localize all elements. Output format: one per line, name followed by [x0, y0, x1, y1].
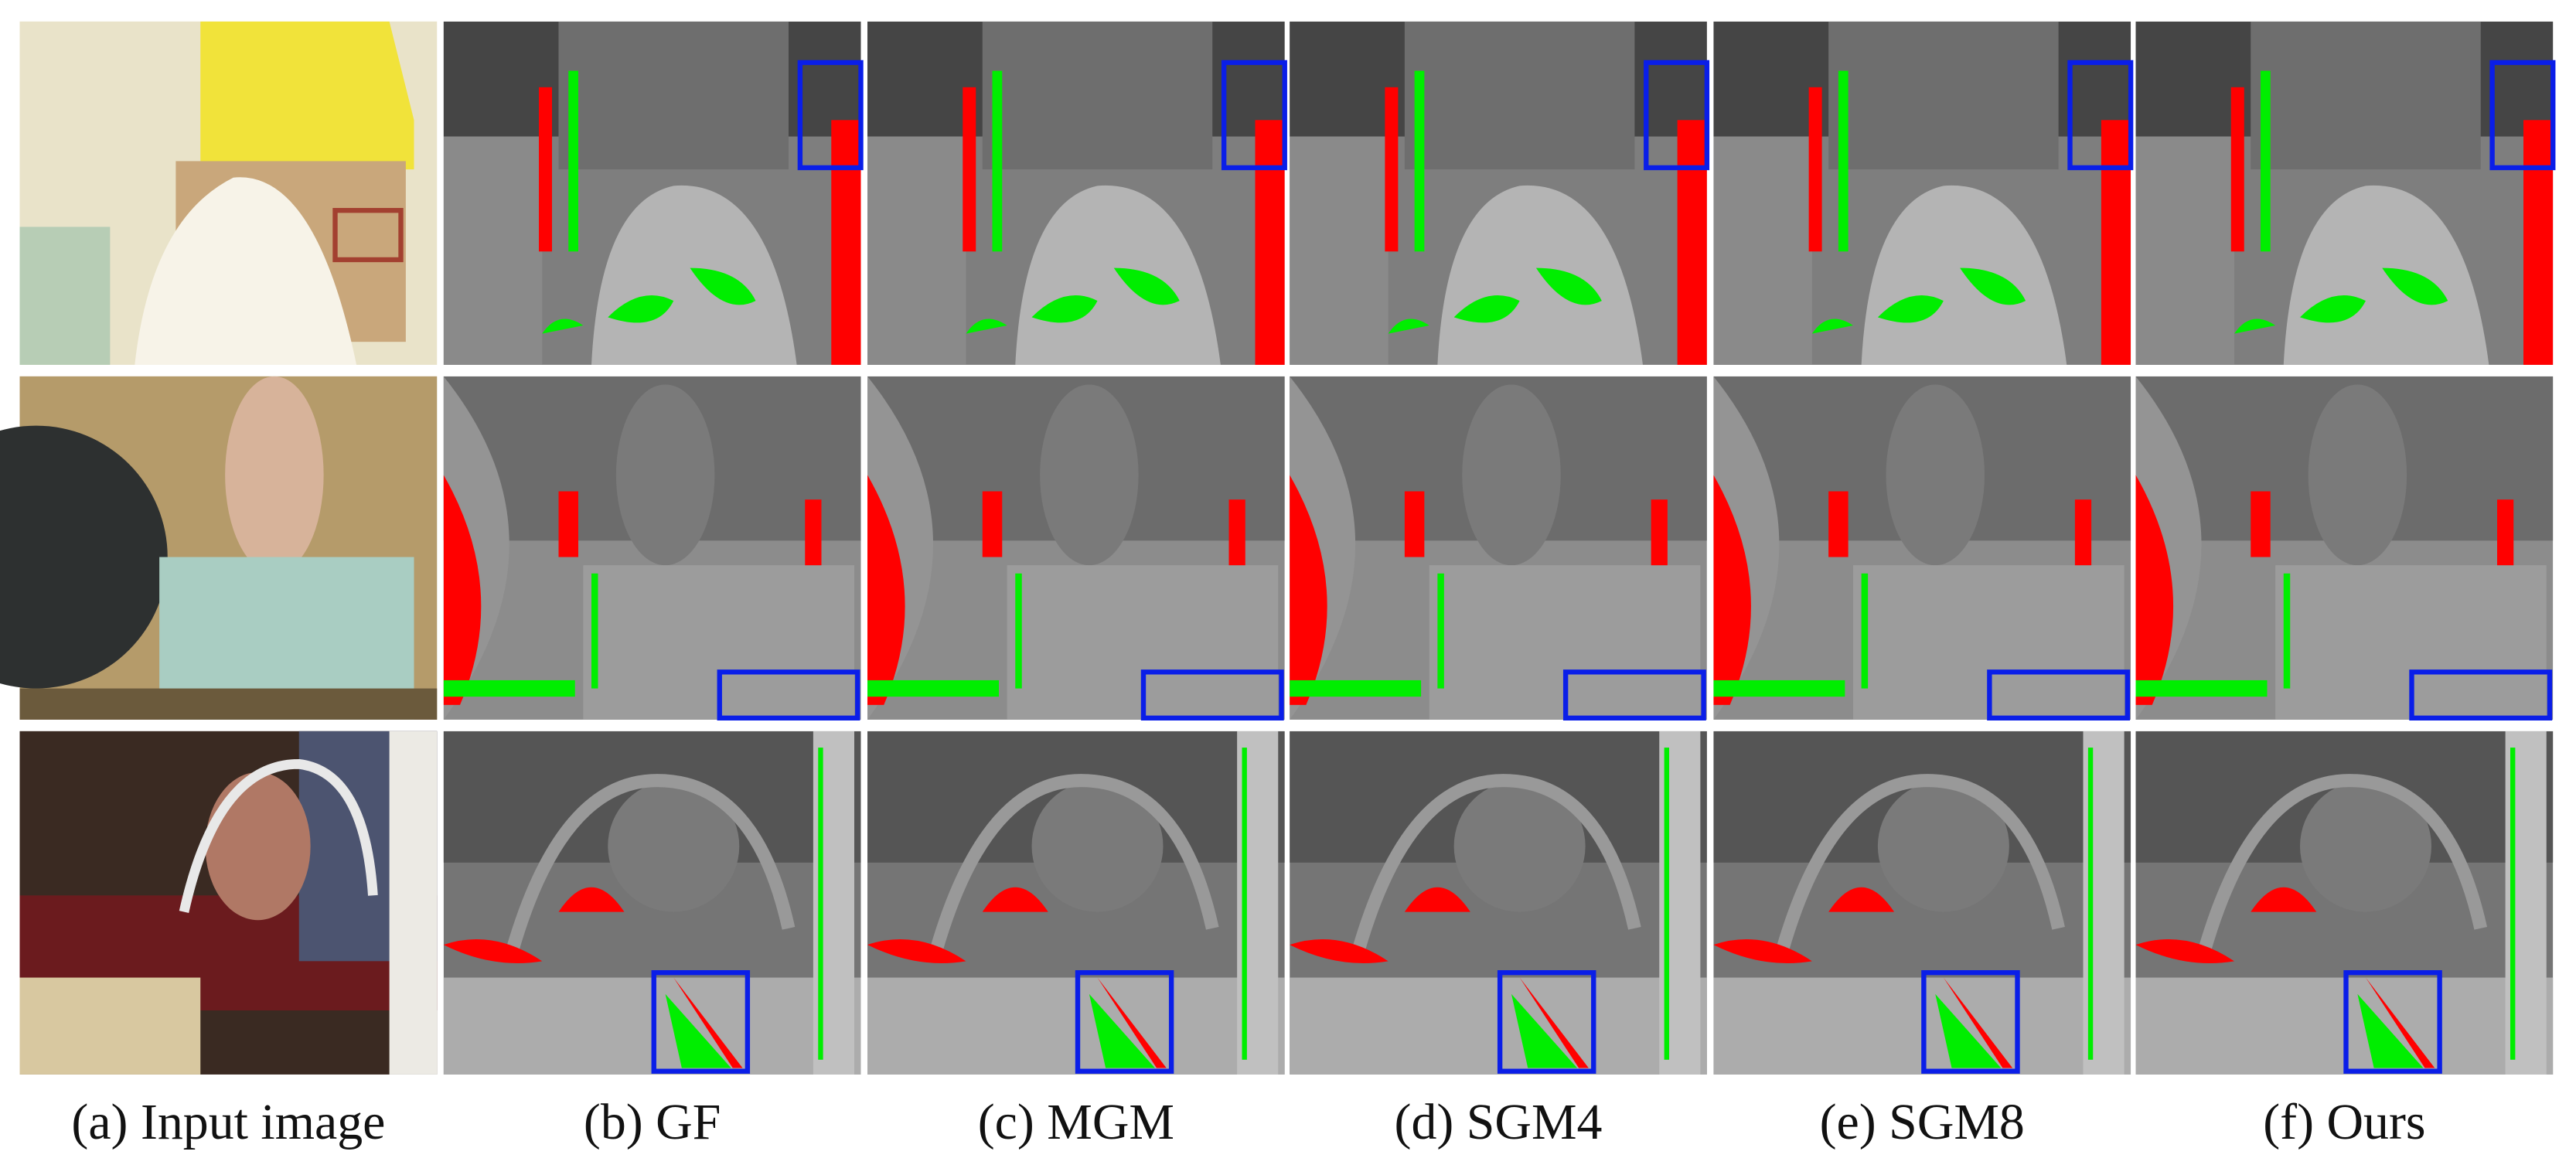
caption: (d) SGM4 [1395, 1094, 1603, 1150]
highlight-box [651, 970, 751, 1074]
shape [332, 207, 404, 263]
disparity-map [1713, 731, 2131, 1075]
map-image [867, 376, 1285, 720]
disparity-map [444, 731, 861, 1075]
highlight-box [1075, 970, 1174, 1074]
disparity-map [1713, 22, 2134, 365]
shape [179, 758, 378, 913]
disparity-map [2136, 22, 2556, 365]
disparity-map [867, 731, 1285, 1075]
highlight-box [1497, 970, 1596, 1074]
map-image [1290, 376, 1707, 720]
highlight-box [797, 60, 864, 171]
disparity-map [1290, 22, 1710, 365]
input-image [0, 376, 438, 720]
highlight-box [2067, 60, 2134, 171]
highlight-box [1644, 60, 1710, 171]
disparity-map [2136, 731, 2554, 1075]
shape [200, 21, 414, 170]
shape [389, 731, 438, 1075]
map-image [1713, 376, 2131, 720]
input-image [19, 21, 438, 365]
shape [135, 177, 357, 365]
highlight-box [1140, 669, 1284, 720]
disparity-map [867, 376, 1285, 720]
input-image [19, 731, 438, 1075]
highlight-box [1221, 60, 1287, 171]
caption: (e) SGM8 [1820, 1094, 2025, 1150]
map-image [2136, 376, 2554, 720]
disparity-map [1713, 376, 2131, 720]
shape [19, 688, 438, 720]
caption: (a) Input image [71, 1094, 385, 1150]
disparity-maps [444, 22, 2554, 1075]
shape [225, 376, 324, 574]
caption: (f) Ours [2263, 1094, 2425, 1150]
highlight-box [2343, 970, 2442, 1074]
disparity-map [1290, 731, 1707, 1075]
shape [205, 772, 311, 921]
shape [19, 227, 111, 365]
disparity-map [867, 22, 1287, 365]
map-image [444, 376, 861, 720]
highlight-box [1921, 970, 2020, 1074]
disparity-map [444, 22, 864, 365]
shape [0, 425, 168, 689]
caption: (b) GF [584, 1094, 721, 1150]
highlight-box [2409, 669, 2553, 720]
highlight-box [717, 669, 860, 720]
highlight-box [2489, 60, 2556, 171]
captions: (a) Input image (b) GF (c) MGM (d) SGM4 (e) … [71, 1094, 2425, 1150]
highlight-box [1562, 669, 1706, 720]
disparity-map [444, 376, 861, 720]
caption: (c) MGM [978, 1094, 1174, 1150]
input-images [0, 21, 438, 1075]
disparity-map [1290, 376, 1707, 720]
highlight-box [1987, 669, 2131, 720]
disparity-map [2136, 376, 2554, 720]
shape [19, 977, 201, 1075]
